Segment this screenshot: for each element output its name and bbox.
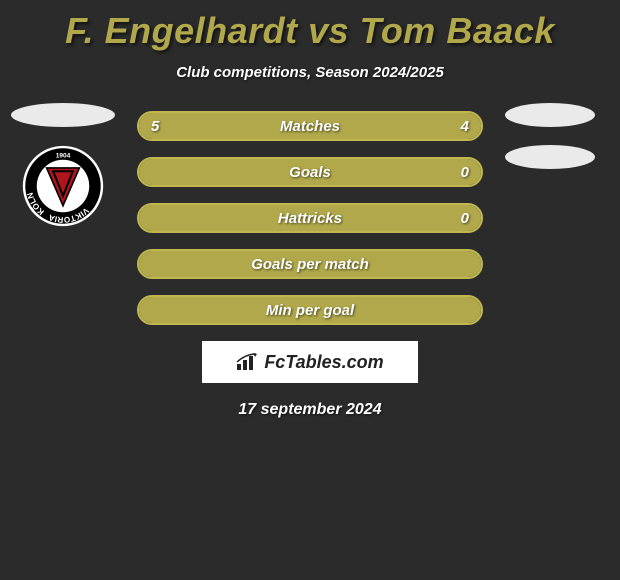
stat-bars: 54Matches 0Goals 0Hattricks Goals per match…: [137, 111, 483, 325]
comparison-content: VIKTORIA KÖLN 1904 54Matches 0Goals 0Hattr…: [0, 111, 620, 419]
stat-label: Min per goal: [139, 297, 481, 323]
player-photo-placeholder-right-2: [505, 145, 595, 169]
svg-text:1904: 1904: [56, 152, 71, 159]
player-photo-placeholder-left: [11, 103, 115, 127]
stat-bar: 0Hattricks: [137, 203, 483, 233]
stat-bar: 0Goals: [137, 157, 483, 187]
stat-bar: 54Matches: [137, 111, 483, 141]
fctables-logo-text: FcTables.com: [264, 352, 383, 373]
stat-bar: Min per goal: [137, 295, 483, 325]
viktoria-koln-badge-icon: VIKTORIA KÖLN 1904: [22, 145, 104, 227]
stat-label: Goals per match: [139, 251, 481, 277]
stat-label: Matches: [139, 113, 481, 139]
fctables-logo: FcTables.com: [202, 341, 418, 383]
page-subtitle: Club competitions, Season 2024/2025: [0, 64, 620, 81]
bar-chart-icon: [236, 352, 260, 372]
page-title: F. Engelhardt vs Tom Baack: [0, 0, 620, 52]
stat-bar: Goals per match: [137, 249, 483, 279]
stat-label: Hattricks: [139, 205, 481, 231]
player-photo-placeholder-right-1: [505, 103, 595, 127]
left-player-column: VIKTORIA KÖLN 1904: [8, 103, 118, 227]
right-player-column: [500, 103, 600, 187]
team-badge-left: VIKTORIA KÖLN 1904: [22, 145, 104, 227]
snapshot-date: 17 september 2024: [0, 401, 620, 419]
stat-label: Goals: [139, 159, 481, 185]
